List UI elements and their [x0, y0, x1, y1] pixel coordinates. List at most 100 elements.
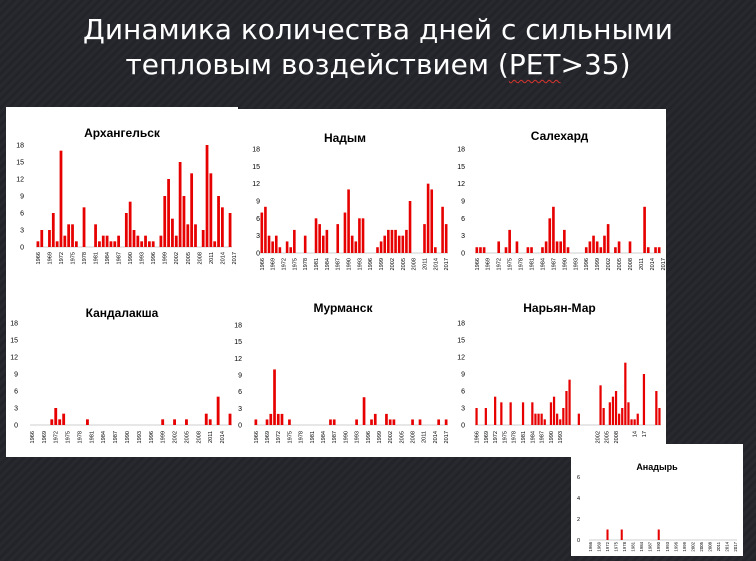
y-tick-label: 18: [457, 320, 465, 327]
x-tick-label: 1969: [486, 258, 492, 270]
x-tick-label: 2011: [422, 431, 428, 443]
bar-1968: [482, 247, 486, 253]
y-tick-label: 0: [14, 422, 18, 429]
x-tick-label: 1984: [101, 431, 107, 443]
x-tick-label: 1981: [94, 252, 100, 264]
x-tick-label: 2008: [197, 252, 203, 264]
bar-1988: [543, 419, 546, 425]
bar-1972: [606, 529, 609, 540]
x-tick-label: 1987: [332, 431, 338, 443]
x-tick-label: 1966: [260, 258, 266, 270]
bar-1995: [565, 391, 568, 425]
bar-1970: [269, 413, 273, 425]
bar-2011: [209, 173, 213, 247]
y-tick-label: 3: [238, 406, 242, 413]
chart-panel-kandalaksha: Кандалакша 0 3 6 9 12 15 18 1966 1969 1972 1975 1978…: [6, 285, 238, 457]
bar-1993: [358, 218, 361, 253]
bar-2008: [628, 241, 632, 253]
bar-2016: [441, 206, 444, 253]
x-tick-label: 2002: [173, 431, 179, 443]
y-tick-label: 0: [461, 250, 465, 257]
bar-2013: [621, 408, 624, 425]
x-tick-label: 2011: [208, 431, 214, 443]
x-tick-label: 2011: [639, 258, 645, 270]
bar-2010: [611, 396, 615, 425]
bar-2017: [444, 419, 448, 425]
chart-title: Архангельск: [84, 126, 161, 140]
y-tick-label: 9: [461, 371, 465, 378]
bar-2002: [174, 235, 178, 247]
bar-1975: [288, 419, 291, 425]
bar-2014: [624, 362, 627, 425]
bar-1982: [318, 224, 321, 253]
bar-2016: [228, 213, 232, 247]
chart-naryan-mar: Нарьян-Мар 0 3 6 9 12 15 18 1966 1969 1972 1975 1978…: [457, 301, 661, 443]
bar-1993: [355, 419, 358, 425]
bar-2007: [602, 408, 605, 425]
y-tick-label: 3: [461, 233, 465, 240]
x-tick-label: 2008: [628, 258, 634, 270]
bar-1999: [161, 419, 165, 425]
y-tick-label: 6: [20, 210, 24, 217]
bar-1993: [140, 241, 144, 247]
bar-2016: [228, 413, 232, 425]
y-tick-label: 9: [238, 372, 242, 379]
bar-1985: [534, 413, 537, 425]
x-tick-label: 17: [642, 431, 648, 437]
bar-2001: [385, 413, 388, 425]
bar-1968: [267, 235, 271, 253]
bar-2014: [221, 207, 224, 247]
bar-2000: [383, 235, 387, 253]
slide-title-line2-post: >35): [560, 48, 631, 81]
bar-1987: [117, 235, 121, 247]
bar-2024: [655, 391, 658, 425]
bar-2001: [171, 218, 174, 247]
bar-1974: [504, 247, 508, 253]
bar-1982: [98, 241, 101, 247]
bar-2000: [599, 247, 603, 253]
bar-2001: [387, 229, 390, 253]
bar-1983: [321, 235, 325, 253]
y-tick-label: 9: [20, 193, 24, 200]
bar-2020: [642, 374, 646, 425]
x-tick-label: 1990: [549, 431, 555, 443]
bar-2012: [643, 206, 646, 253]
x-tick-label: 2005: [186, 252, 192, 264]
bar-1996: [151, 241, 155, 247]
bar-1978: [82, 207, 86, 247]
bar-1991: [132, 230, 136, 247]
x-tick-label: 2017: [444, 258, 450, 270]
bar-1978: [303, 235, 307, 253]
x-tick-label: 2008: [196, 431, 202, 443]
x-tick-label: 1996: [151, 252, 157, 264]
bar-1977: [620, 529, 623, 540]
bar-2006: [599, 385, 602, 425]
x-tick-label: 1993: [140, 252, 146, 264]
slide-title-line2-pre: тепловым воздействием (: [125, 48, 509, 81]
bar-2002: [388, 419, 392, 425]
y-tick-label: 18: [16, 142, 24, 149]
x-tick-label: 2014: [433, 258, 439, 270]
y-tick-label: 6: [461, 388, 465, 395]
slide-title-line1: Динамика количества дней с сильными: [82, 13, 673, 46]
bar-2016: [630, 419, 633, 425]
bar-1971: [273, 369, 276, 425]
bar-1990: [657, 529, 660, 540]
x-tick-label: 1966: [36, 252, 42, 264]
x-tick-label: 1966: [254, 431, 260, 443]
y-tick-label: 3: [256, 233, 260, 240]
y-tick-label: 12: [234, 356, 242, 363]
x-tick-label: 1975: [502, 431, 508, 443]
x-tick-label: 1996: [584, 258, 590, 270]
y-tick-label: 6: [256, 216, 260, 223]
x-tick-label: 1999: [595, 258, 601, 270]
chart-murmansk: Мурманск 0 3 6 9 12 15 18 1966 1969 1972 1975 1978 19…: [234, 301, 450, 443]
x-tick-label: 2017: [733, 541, 738, 551]
bar-2010: [205, 145, 209, 247]
bar-1970: [51, 213, 55, 247]
bar-1996: [568, 379, 571, 425]
y-tick-label: 2: [577, 517, 580, 523]
bar-1966: [254, 419, 258, 425]
y-tick-label: 0: [461, 422, 465, 429]
y-tick-label: 0: [20, 244, 24, 251]
